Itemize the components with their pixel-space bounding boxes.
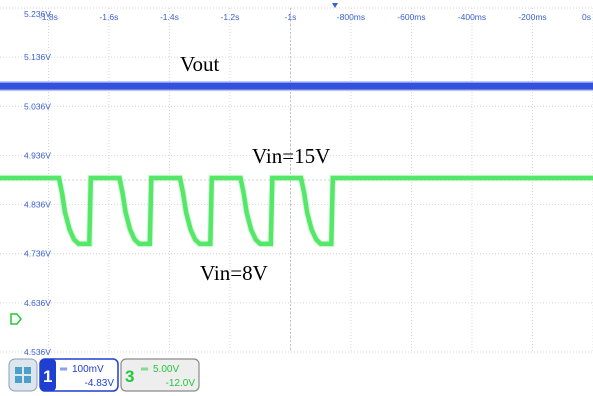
annotation-vout: Vout [180, 52, 219, 76]
annotation-vin-8v: Vin=8V [200, 261, 268, 285]
y-tick-label: 4.836V [24, 200, 51, 210]
y-tick-label: 5.136V [24, 52, 51, 62]
channel-1-coupling-icon: ═ [59, 364, 68, 375]
channel-1-scale: 100mV [72, 364, 104, 375]
channel-1-number: 1 [43, 367, 52, 386]
x-tick-labels: -1.8s -1.6s -1.4s -1.2s -1s -800ms -600ms -400m… [39, 12, 591, 22]
ground-marker-icon[interactable] [11, 314, 21, 324]
x-tick-label: -400ms [458, 12, 486, 22]
y-tick-labels: 5.236V5.136V5.036V4.936V4.836V4.736V4.63… [24, 9, 51, 357]
x-tick-label: -200ms [518, 12, 546, 22]
x-tick-label: 0s [582, 12, 591, 22]
y-tick-label: 5.036V [24, 101, 51, 111]
series-vin-noise-band [0, 178, 593, 244]
trigger-marker-icon[interactable] [332, 3, 338, 8]
channel-3-coupling-icon: ═ [140, 364, 149, 375]
x-tick-label: -1.4s [160, 12, 179, 22]
channel-1-offset: -4.83V [85, 378, 115, 389]
channel-3-badge[interactable]: 3 ═ 5.00V -12.0V [121, 359, 199, 391]
x-tick-label: -1.6s [99, 12, 118, 22]
x-tick-label: -800ms [337, 12, 365, 22]
y-tick-label: 4.536V [24, 347, 51, 357]
y-tick-label: 4.636V [24, 298, 51, 308]
channel-3-scale: 5.00V [153, 364, 179, 375]
menu-button[interactable] [9, 359, 37, 391]
channel-1-badge[interactable]: 1 ═ 100mV -4.83V [40, 359, 118, 391]
y-tick-label: 4.936V [24, 150, 51, 160]
x-tick-label: -1s [285, 12, 297, 22]
x-tick-label: -1.8s [39, 12, 58, 22]
annotation-vin-15v: Vin=15V [252, 144, 330, 168]
channel-3-number: 3 [125, 367, 134, 386]
y-tick-label: 4.736V [24, 249, 51, 259]
x-tick-label: -1.2s [220, 12, 239, 22]
x-tick-label: -600ms [397, 12, 425, 22]
channel-3-offset: -12.0V [166, 378, 196, 389]
